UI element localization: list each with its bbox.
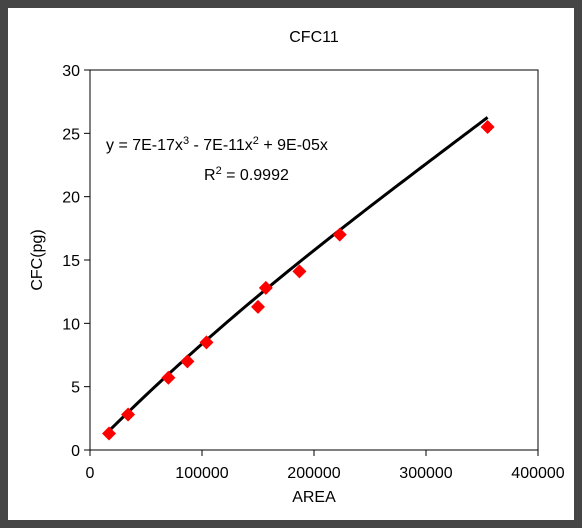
plot-area <box>89 69 539 451</box>
x-tick-label: 200000 <box>287 465 340 482</box>
chart-title: CFC11 <box>289 29 339 46</box>
data-points <box>102 120 495 441</box>
y-tick-label: 25 <box>62 126 80 143</box>
r-squared-prefix: R <box>204 167 216 184</box>
x-tick-label: 400000 <box>511 465 564 482</box>
y-axis-title: CFC(pg) <box>29 229 46 290</box>
r-squared-exponent: 2 <box>216 165 222 177</box>
data-point-marker <box>292 264 307 279</box>
r-squared-value: = 0.9992 <box>222 167 289 184</box>
y-tick-label: 30 <box>62 63 80 80</box>
equation-part-2: - 7E-11x <box>189 137 253 154</box>
data-point-marker <box>199 335 214 350</box>
y-tick-label: 5 <box>71 380 80 397</box>
data-point-marker <box>180 354 195 369</box>
data-point-marker <box>121 407 136 422</box>
x-tick-label: 0 <box>86 465 95 482</box>
x-axis-title: AREA <box>292 489 336 506</box>
r-squared-label: R2 = 0.9992 <box>204 165 289 184</box>
data-point-marker <box>102 426 117 441</box>
polynomial-trendline <box>107 116 489 432</box>
chart-panel: CFC11 0 5 10 15 20 25 30 0 100000 200000 300000 40… <box>8 8 574 520</box>
data-point-marker <box>480 120 495 134</box>
y-tick-label: 0 <box>71 443 80 460</box>
y-tick-label: 15 <box>62 253 80 270</box>
equation-exponent-3: 3 <box>183 135 189 147</box>
trendline-equation: y = 7E-17x3 - 7E-11x2 + 9E-05x <box>106 135 328 154</box>
x-axis: 0 100000 200000 300000 400000 <box>86 450 565 482</box>
data-point-marker <box>251 299 265 314</box>
plot-frame <box>89 69 539 451</box>
x-tick-label: 100000 <box>175 465 228 482</box>
data-point-marker <box>161 370 176 385</box>
equation-part-3: + 9E-05x <box>259 137 328 154</box>
equation-exponent-2: 2 <box>253 135 259 147</box>
y-tick-label: 10 <box>62 316 80 333</box>
data-point-marker <box>332 227 347 242</box>
y-axis: 0 5 10 15 20 25 30 <box>62 63 90 460</box>
x-tick-label: 300000 <box>399 465 452 482</box>
chart-canvas: CFC11 0 5 10 15 20 25 30 0 100000 200000 300000 40… <box>29 29 565 506</box>
equation-part-1: y = 7E-17x <box>106 137 183 154</box>
data-point-marker <box>258 280 273 295</box>
y-tick-label: 20 <box>62 190 80 207</box>
